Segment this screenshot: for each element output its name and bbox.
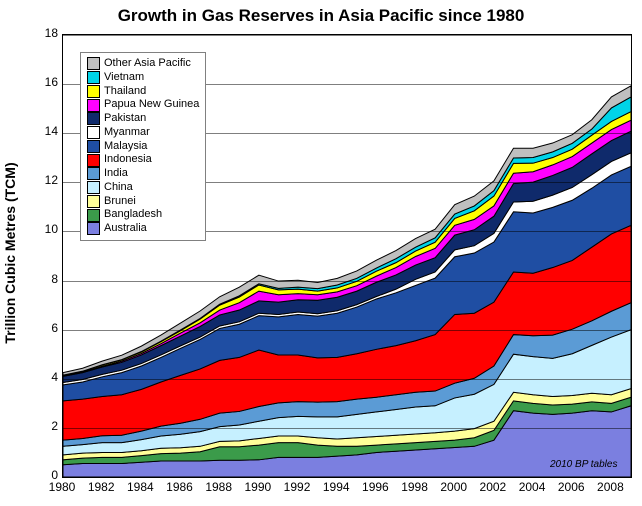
gridline [63, 428, 631, 429]
x-tick-label: 2004 [513, 480, 551, 494]
legend-item: Malaysia [87, 140, 199, 154]
legend-label: China [104, 181, 133, 195]
legend: Other Asia PacificVietnamThailandPapua N… [80, 52, 206, 241]
legend-item: Australia [87, 222, 199, 236]
y-tick-label: 18 [34, 26, 58, 40]
x-tick-label: 1984 [121, 480, 159, 494]
legend-swatch [87, 154, 100, 167]
chart-container: Growth in Gas Reserves in Asia Pacific s… [0, 0, 642, 506]
legend-swatch [87, 112, 100, 125]
y-tick-label: 4 [34, 370, 58, 384]
legend-swatch [87, 195, 100, 208]
x-tick-label: 1996 [356, 480, 394, 494]
x-tick-label: 1994 [317, 480, 355, 494]
legend-item: Bangladesh [87, 208, 199, 222]
legend-swatch [87, 140, 100, 153]
x-tick-label: 1986 [161, 480, 199, 494]
y-tick-label: 16 [34, 75, 58, 89]
y-tick-label: 14 [34, 124, 58, 138]
legend-swatch [87, 99, 100, 112]
y-tick-label: 10 [34, 222, 58, 236]
legend-swatch [87, 167, 100, 180]
legend-item: Brunei [87, 195, 199, 209]
x-tick-label: 1980 [43, 480, 81, 494]
legend-item: Other Asia Pacific [87, 57, 199, 71]
legend-item: Pakistan [87, 112, 199, 126]
gridline [63, 35, 631, 36]
y-tick-label: 8 [34, 272, 58, 286]
chart-title: Growth in Gas Reserves in Asia Pacific s… [0, 6, 642, 26]
legend-label: Papua New Guinea [104, 98, 199, 112]
legend-swatch [87, 222, 100, 235]
x-tick-label: 2002 [474, 480, 512, 494]
legend-label: Vietnam [104, 71, 144, 85]
gridline [63, 281, 631, 282]
y-tick-label: 12 [34, 173, 58, 187]
legend-item: India [87, 167, 199, 181]
legend-swatch [87, 85, 100, 98]
y-axis-label: Trillion Cubic Metres (TCM) [2, 153, 18, 353]
legend-label: Other Asia Pacific [104, 57, 191, 71]
legend-item: Indonesia [87, 153, 199, 167]
legend-label: Malaysia [104, 140, 147, 154]
legend-label: Australia [104, 222, 147, 236]
x-tick-label: 1988 [200, 480, 238, 494]
legend-label: Bangladesh [104, 208, 162, 222]
gridline [63, 379, 631, 380]
legend-label: Pakistan [104, 112, 146, 126]
x-tick-label: 1992 [278, 480, 316, 494]
legend-swatch [87, 209, 100, 222]
legend-item: Thailand [87, 85, 199, 99]
legend-label: Myanmar [104, 126, 150, 140]
legend-label: Indonesia [104, 153, 152, 167]
gridline [63, 330, 631, 331]
legend-item: Vietnam [87, 71, 199, 85]
legend-swatch [87, 57, 100, 70]
x-tick-label: 1982 [82, 480, 120, 494]
x-tick-label: 1990 [239, 480, 277, 494]
x-tick-label: 2006 [552, 480, 590, 494]
x-tick-label: 1998 [396, 480, 434, 494]
x-tick-label: 2000 [435, 480, 473, 494]
x-tick-label: 2008 [591, 480, 629, 494]
legend-label: Brunei [104, 195, 136, 209]
legend-label: Thailand [104, 85, 146, 99]
legend-item: Papua New Guinea [87, 98, 199, 112]
legend-swatch [87, 126, 100, 139]
legend-swatch [87, 181, 100, 194]
legend-swatch [87, 71, 100, 84]
y-tick-label: 6 [34, 321, 58, 335]
legend-item: China [87, 181, 199, 195]
legend-item: Myanmar [87, 126, 199, 140]
source-note: 2010 BP tables [550, 459, 617, 470]
y-tick-label: 2 [34, 419, 58, 433]
legend-label: India [104, 167, 128, 181]
